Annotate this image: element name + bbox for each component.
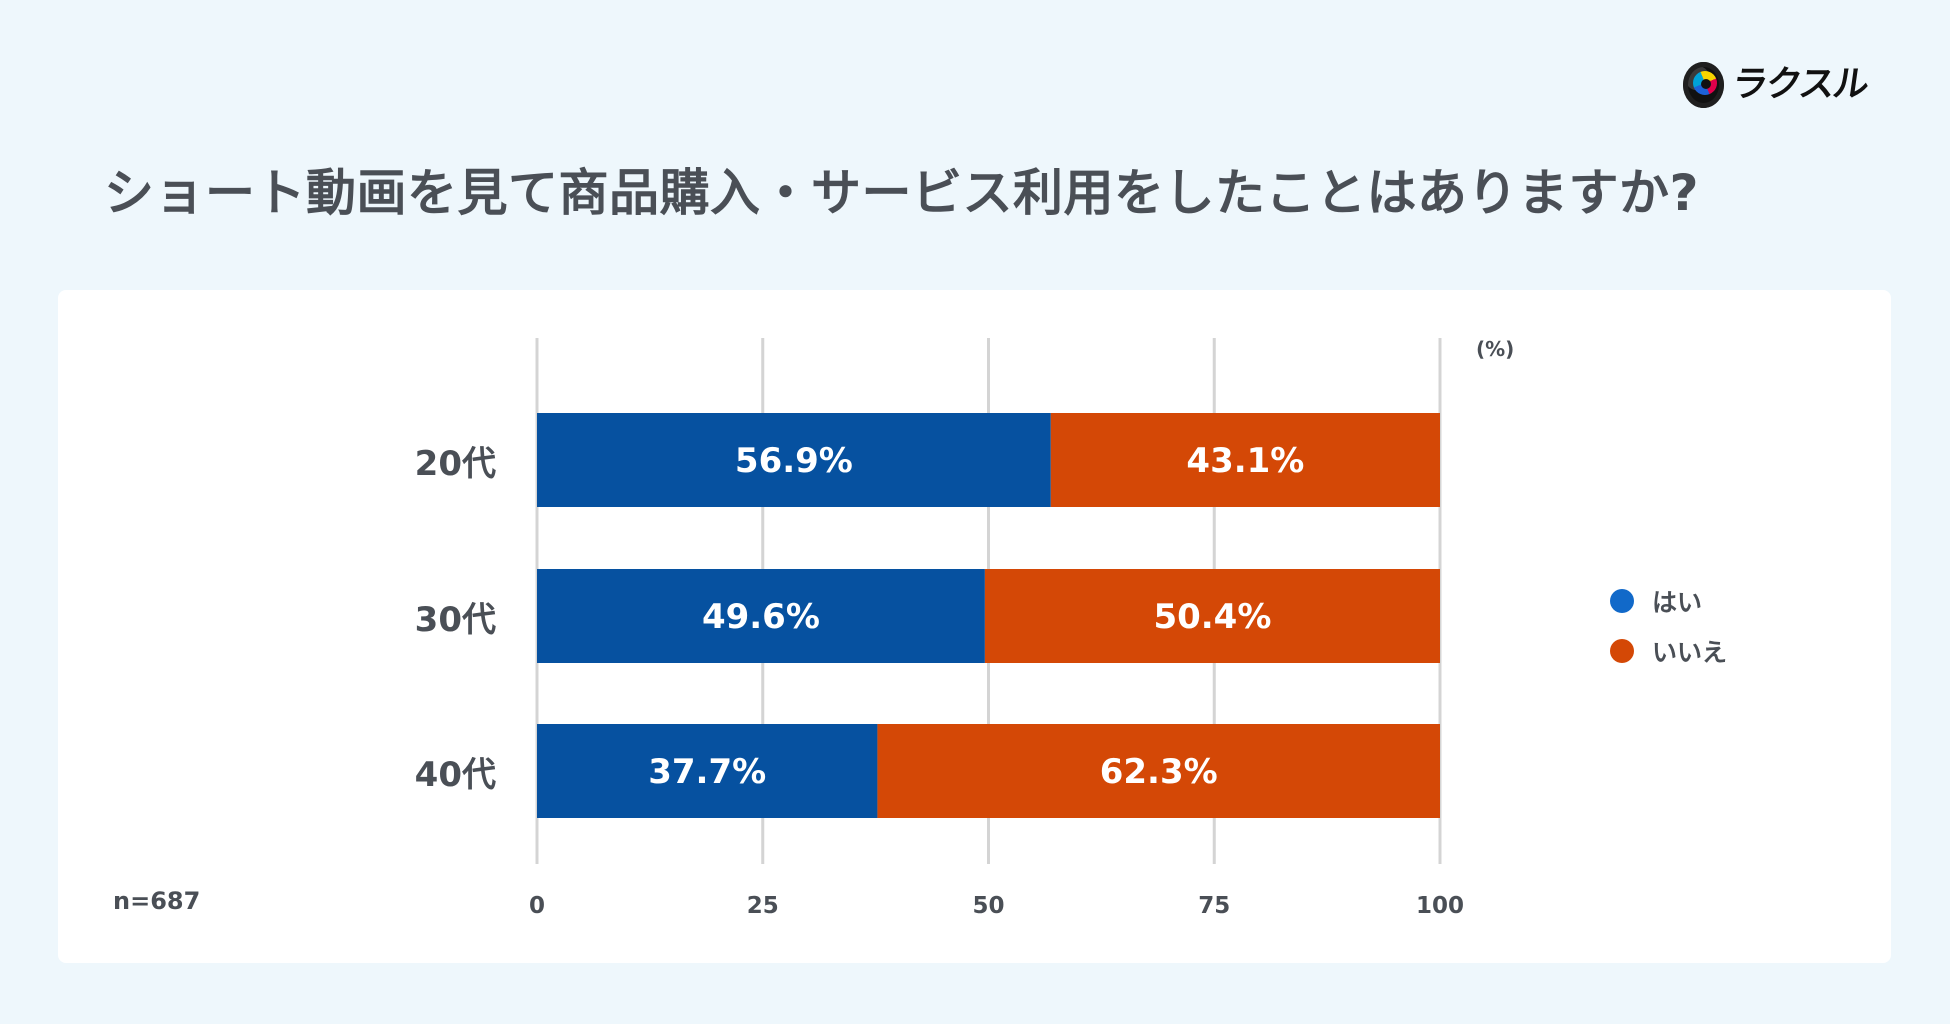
category-label-30代: 30代 <box>415 600 496 640</box>
page-title: ショート動画を見て商品購入・サービス利用をしたことはありますか? <box>104 164 1700 222</box>
data-label-20代-いいえ: 43.1% <box>1186 441 1304 481</box>
legend-yes-marker <box>1610 589 1634 613</box>
data-label-30代-いいえ: 50.4% <box>1153 597 1271 637</box>
x-axis-unit-label: (%) <box>1476 337 1515 361</box>
bar-segment-20代-いいえ <box>1050 413 1440 507</box>
data-label-30代-はい: 49.6% <box>702 597 820 637</box>
chart-legend: はい いいえ <box>1610 586 1770 667</box>
legend-yes-label: はい <box>1652 588 1703 617</box>
bar-segment-20代-はい <box>537 413 1051 507</box>
x-tick-label-100: 100 <box>1416 893 1464 919</box>
bar-segment-40代-はい <box>537 724 878 818</box>
category-label-20代: 20代 <box>415 444 496 484</box>
bar-segment-30代-はい <box>537 569 985 663</box>
x-tick-label-50: 50 <box>972 893 1004 919</box>
bar-segment-30代-いいえ <box>984 569 1440 663</box>
legend-no-marker <box>1610 639 1634 663</box>
x-tick-label-0: 0 <box>529 893 545 919</box>
x-tick-label-75: 75 <box>1198 893 1230 919</box>
raksul-logo-icon <box>1683 62 1725 108</box>
x-tick-label-25: 25 <box>747 893 779 919</box>
data-label-40代-いいえ: 62.3% <box>1100 752 1218 792</box>
category-label-40代: 40代 <box>415 755 496 795</box>
legend-no-label: いいえ <box>1652 638 1728 667</box>
legend-item-yes: はい <box>1610 586 1703 617</box>
bar-segment-40代-いいえ <box>877 724 1440 818</box>
legend-item-no: いいえ <box>1610 636 1728 667</box>
brand-logo: ラクスル <box>1683 58 1870 112</box>
data-label-40代-はい: 37.7% <box>648 752 766 792</box>
sample-size-label: n=687 <box>113 887 201 915</box>
data-label-20代-はい: 56.9% <box>735 441 853 481</box>
